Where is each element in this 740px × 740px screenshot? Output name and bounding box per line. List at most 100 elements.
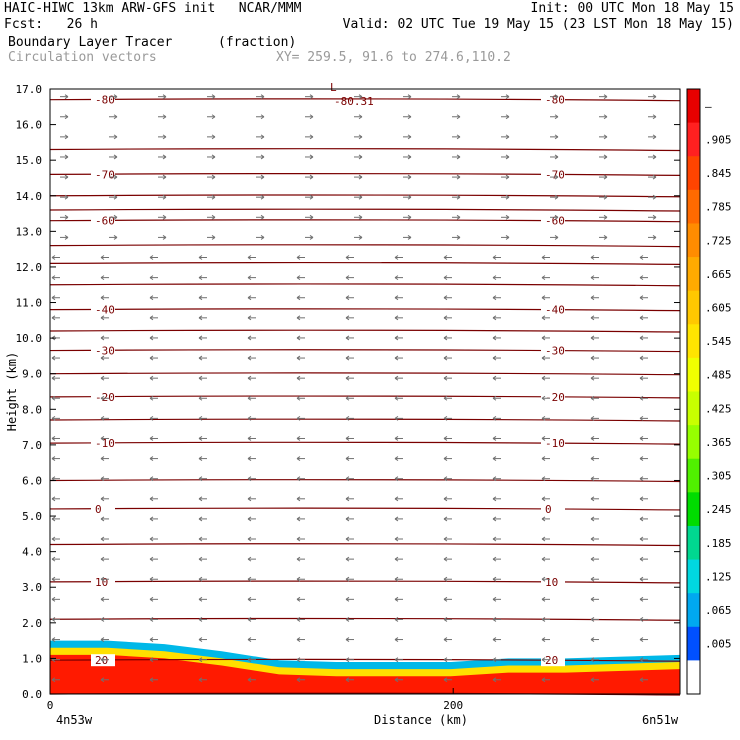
circulation-vector-head: [296, 375, 301, 381]
circulation-vector-head: [639, 375, 644, 381]
circulation-vector-head: [394, 295, 399, 301]
circulation-vector-head: [394, 476, 399, 482]
circulation-vector-head: [51, 355, 56, 361]
circulation-vector-head: [603, 194, 608, 200]
circulation-vector-head: [149, 295, 154, 301]
circulation-vector-head: [162, 214, 167, 220]
colorbar-segment: [687, 458, 700, 493]
circulation-vector-head: [541, 335, 546, 341]
circulation-vector-head: [345, 657, 350, 663]
circulation-vector-head: [541, 677, 546, 683]
y-axis-title: Height (km): [5, 352, 19, 431]
circulation-vector-head: [541, 395, 546, 401]
circulation-vector-head: [639, 496, 644, 502]
circulation-vector-head: [358, 234, 363, 240]
circulation-vector-head: [198, 456, 203, 462]
colorbar-label: .365: [705, 436, 732, 449]
circulation-vector-head: [198, 275, 203, 281]
circulation-vector-head: [394, 657, 399, 663]
circulation-vector-head: [492, 657, 497, 663]
circulation-vector-head: [443, 395, 448, 401]
isotherm-label-bg: [541, 437, 565, 450]
circulation-vector-head: [345, 637, 350, 642]
circulation-vector-head: [639, 395, 644, 401]
circulation-vector-head: [492, 355, 497, 361]
circulation-vector-head: [554, 154, 559, 160]
circulation-vector-head: [198, 335, 203, 341]
circulation-vector-head: [296, 617, 301, 622]
circulation-vector-head: [492, 496, 497, 502]
circulation-vector-head: [394, 436, 399, 441]
circulation-vector-head: [639, 436, 644, 441]
circulation-vector-head: [198, 395, 203, 401]
circulation-vector-head: [100, 556, 105, 562]
circulation-vector-head: [296, 355, 301, 361]
circulation-vector-head: [247, 596, 252, 602]
circulation-vector-head: [590, 315, 595, 321]
circulation-vector-head: [296, 456, 301, 462]
circulation-vector-head: [260, 174, 265, 180]
isotherm-label: 10: [545, 576, 558, 589]
circulation-vector-head: [407, 94, 412, 100]
isotherm-label: -20: [545, 391, 565, 404]
isotherm-label: 0: [95, 503, 102, 516]
circulation-vector-head: [639, 275, 644, 281]
circulation-vector-head: [394, 275, 399, 281]
colorbar-label: .845: [705, 167, 732, 180]
circulation-vector-head: [554, 134, 559, 140]
circulation-vector-head: [394, 415, 399, 421]
circulation-vector-head: [541, 415, 546, 421]
circulation-vector-head: [541, 657, 546, 663]
circulation-vector-head: [443, 415, 448, 421]
circulation-vector-head: [113, 114, 118, 120]
colorbar-segment: [687, 391, 700, 426]
circulation-vector-head: [492, 315, 497, 321]
vector-name: Circulation vectors: [8, 50, 157, 65]
colorbar-label: .665: [705, 268, 732, 281]
colorbar-label: .065: [705, 604, 732, 617]
circulation-vector-head: [149, 275, 154, 281]
circulation-vector-head: [541, 617, 546, 622]
circulation-vector-head: [492, 576, 497, 582]
isotherm-line: [49, 283, 681, 287]
circulation-vector-head: [296, 496, 301, 502]
circulation-vector-head: [345, 395, 350, 401]
tracer-core-band: [50, 654, 680, 694]
circulation-vector-head: [149, 556, 154, 562]
circulation-vector-head: [603, 154, 608, 160]
circulation-vector-head: [492, 415, 497, 421]
circulation-vector-head: [198, 677, 203, 683]
isotherm-label: -70: [545, 168, 565, 181]
circulation-vector-head: [247, 436, 252, 441]
circulation-vector-head: [639, 355, 644, 361]
isotherm-line: [49, 372, 681, 376]
circulation-vector-head: [247, 516, 252, 522]
colorbar-label: .485: [705, 369, 732, 382]
circulation-vector-head: [492, 536, 497, 542]
isotherm-label: -60: [95, 215, 115, 228]
circulation-vector-head: [198, 556, 203, 562]
x-tick-label: 200: [443, 699, 463, 712]
circulation-vector-head: [51, 315, 56, 321]
circulation-vector-head: [652, 174, 657, 180]
isotherm-label-bg: [541, 502, 565, 515]
colorbar-label: –: [705, 100, 712, 113]
circulation-vector-head: [247, 315, 252, 321]
circulation-vector-head: [296, 536, 301, 542]
isotherm-line: [49, 395, 681, 399]
circulation-vector-head: [639, 637, 644, 642]
circulation-vector-head: [590, 516, 595, 522]
circulation-vector-head: [639, 456, 644, 462]
circulation-vector-head: [260, 214, 265, 220]
circulation-vector-head: [443, 315, 448, 321]
circulation-vector-head: [639, 295, 644, 301]
isotherm-label: -20: [95, 391, 115, 404]
circulation-vector-head: [260, 194, 265, 200]
circulation-vector-head: [100, 617, 105, 622]
circulation-vector-head: [456, 214, 461, 220]
circulation-vector-head: [590, 275, 595, 281]
circulation-vector-head: [64, 154, 69, 160]
circulation-vector-head: [211, 134, 216, 140]
circulation-vector-head: [590, 596, 595, 602]
circulation-vector-head: [198, 315, 203, 321]
